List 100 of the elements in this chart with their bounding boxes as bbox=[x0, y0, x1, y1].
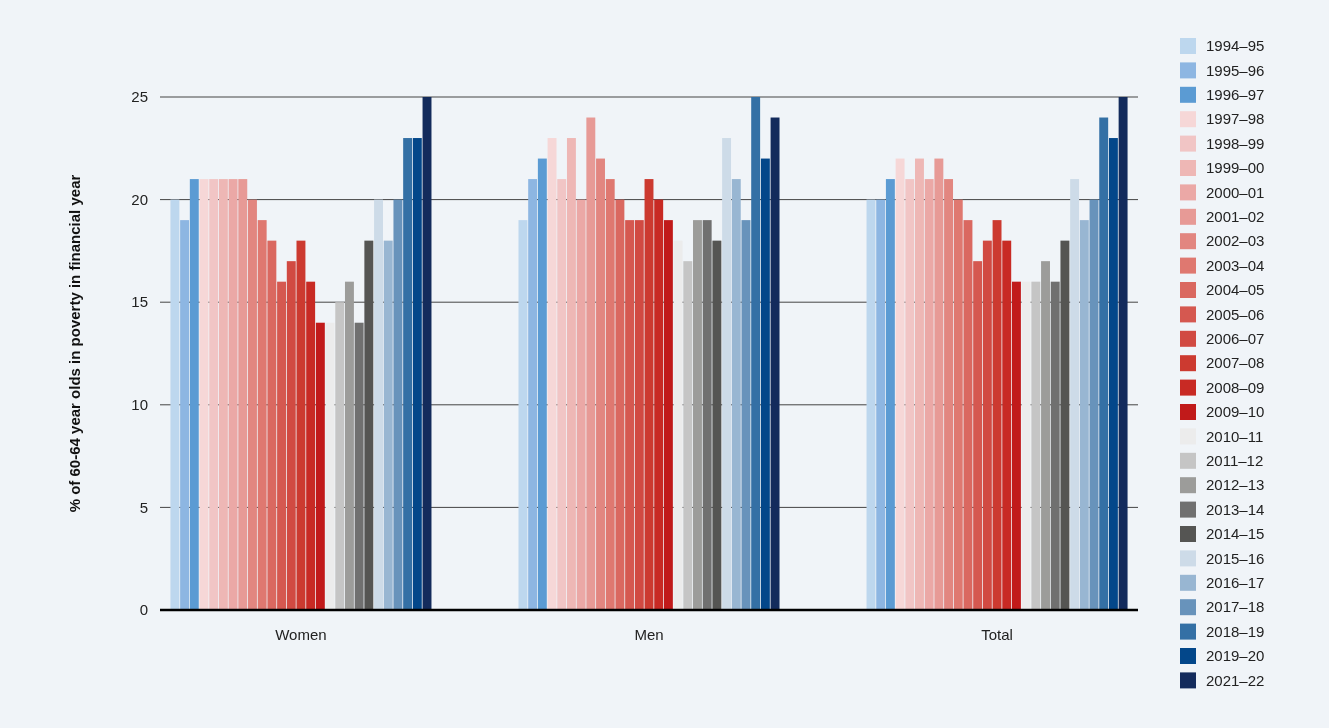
bar bbox=[722, 138, 732, 610]
bar bbox=[1021, 281, 1031, 610]
bar bbox=[760, 158, 770, 610]
y-axis-title: % of 60-64 year olds in poverty in financial year bbox=[66, 174, 83, 513]
legend-label: 1997–98 bbox=[1206, 110, 1265, 128]
legend-label: 2007–08 bbox=[1206, 354, 1265, 372]
bar bbox=[1031, 281, 1041, 610]
bar bbox=[325, 322, 335, 610]
legend-label: 2015–16 bbox=[1206, 549, 1265, 567]
bar bbox=[403, 138, 413, 610]
bar bbox=[982, 240, 992, 610]
legend-label: 2017–18 bbox=[1206, 598, 1265, 616]
bar bbox=[412, 138, 422, 610]
bar bbox=[1099, 117, 1109, 610]
bar bbox=[364, 240, 374, 610]
legend-label: 2005–06 bbox=[1206, 305, 1265, 323]
bar bbox=[683, 261, 693, 610]
bar bbox=[238, 179, 248, 610]
bar bbox=[218, 179, 228, 610]
legend-label: 2019–20 bbox=[1206, 647, 1265, 665]
bar bbox=[586, 117, 596, 610]
bar bbox=[1108, 138, 1118, 610]
legend-label: 2012–13 bbox=[1206, 476, 1265, 494]
bar bbox=[344, 281, 354, 610]
bar bbox=[547, 138, 557, 610]
legend-label: 1994–95 bbox=[1206, 37, 1265, 55]
bar bbox=[615, 199, 625, 610]
x-tick-label: Women bbox=[275, 626, 327, 643]
bar bbox=[1002, 240, 1012, 610]
bar bbox=[422, 97, 432, 610]
bar bbox=[712, 240, 722, 610]
legend-label: 2014–15 bbox=[1206, 525, 1265, 543]
bar bbox=[1060, 240, 1070, 610]
bar bbox=[944, 179, 954, 610]
bar bbox=[557, 179, 567, 610]
bar bbox=[953, 199, 963, 610]
legend-label: 1998–99 bbox=[1206, 134, 1265, 152]
bar bbox=[731, 179, 741, 610]
y-tick-label: 10 bbox=[131, 396, 148, 414]
bar bbox=[566, 138, 576, 610]
bar bbox=[1079, 220, 1089, 610]
legend-label: 2004–05 bbox=[1206, 281, 1265, 299]
legend-label: 1999–00 bbox=[1206, 159, 1265, 177]
bar bbox=[770, 117, 780, 610]
legend-label: 2010–11 bbox=[1206, 427, 1264, 445]
bar bbox=[973, 261, 983, 610]
bar bbox=[528, 179, 538, 610]
bar bbox=[673, 240, 683, 610]
bar bbox=[170, 199, 180, 610]
bar bbox=[605, 179, 615, 610]
bar bbox=[383, 240, 393, 610]
legend-label: 2021–22 bbox=[1206, 671, 1265, 689]
bar bbox=[625, 220, 635, 610]
bar bbox=[393, 199, 403, 610]
bar bbox=[180, 220, 190, 610]
bar bbox=[915, 158, 924, 610]
legend-label: 2013–14 bbox=[1206, 500, 1265, 518]
legend-label: 2003–04 bbox=[1206, 256, 1265, 274]
bar bbox=[963, 220, 973, 610]
legend-label: 2001–02 bbox=[1206, 208, 1265, 226]
bar bbox=[634, 220, 644, 610]
y-tick-label: 5 bbox=[139, 498, 148, 516]
bar bbox=[992, 220, 1002, 610]
legend-label: 1995–96 bbox=[1206, 61, 1265, 79]
bar bbox=[1118, 97, 1128, 610]
bar bbox=[576, 199, 586, 610]
y-tick-label: 20 bbox=[131, 190, 148, 208]
bar bbox=[277, 281, 287, 610]
bar bbox=[537, 158, 547, 610]
bar bbox=[189, 179, 199, 610]
legend-label: 2006–07 bbox=[1206, 330, 1265, 348]
bar bbox=[596, 158, 605, 610]
legend-label: 2002–03 bbox=[1206, 232, 1265, 250]
legend-label: 1996–97 bbox=[1206, 86, 1265, 104]
y-tick-label: 0 bbox=[139, 601, 148, 619]
bar bbox=[306, 281, 316, 610]
bar bbox=[934, 158, 944, 610]
bar bbox=[209, 179, 219, 610]
bar bbox=[1011, 281, 1021, 610]
bar bbox=[885, 179, 895, 610]
legend-label: 2018–19 bbox=[1206, 622, 1265, 640]
legend-label: 2000–01 bbox=[1206, 183, 1265, 201]
bar bbox=[1050, 281, 1060, 610]
bar bbox=[296, 240, 306, 610]
bar bbox=[876, 199, 886, 610]
legend-label: 2016–17 bbox=[1206, 574, 1265, 592]
y-tick-label: 15 bbox=[131, 293, 148, 311]
bar bbox=[228, 179, 238, 610]
bar bbox=[335, 302, 345, 610]
legend-label: 2008–09 bbox=[1206, 378, 1265, 396]
x-tick-label: Men bbox=[634, 626, 664, 643]
bar bbox=[374, 199, 383, 610]
legend-label: 2009–10 bbox=[1206, 403, 1265, 421]
bar bbox=[751, 97, 761, 610]
bar bbox=[315, 322, 325, 610]
bar bbox=[286, 261, 296, 610]
bar bbox=[702, 220, 712, 610]
y-tick-label: 25 bbox=[131, 88, 148, 106]
bar bbox=[1070, 179, 1080, 610]
bar bbox=[1041, 261, 1050, 610]
